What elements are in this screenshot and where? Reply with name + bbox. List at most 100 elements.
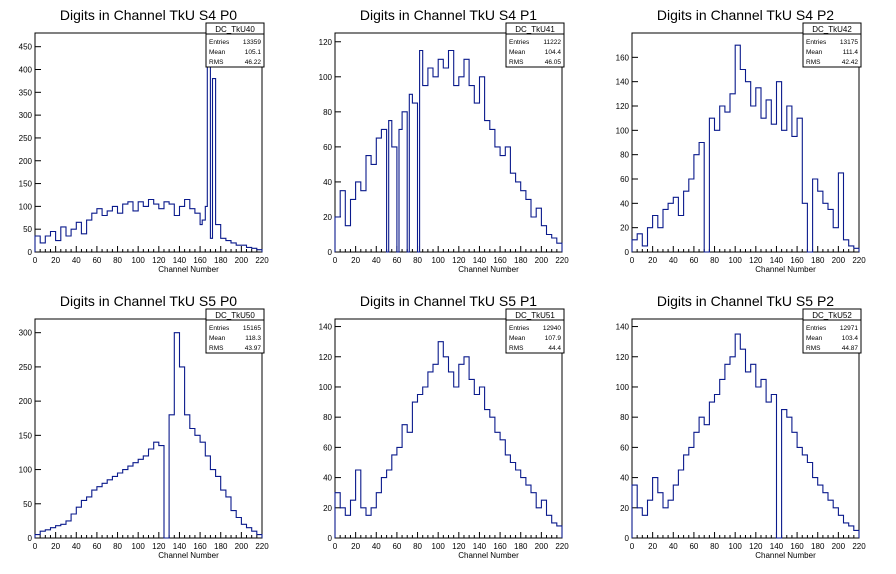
y-tick-label: 40 (620, 474, 629, 483)
y-tick-label: 200 (19, 157, 33, 166)
y-tick-label: 40 (323, 178, 332, 187)
stats-box-frame (505, 22, 565, 68)
y-tick-label: 120 (319, 353, 333, 362)
stats-mean-value: 107.9 (545, 335, 562, 342)
x-tick-label: 60 (392, 542, 401, 551)
x-tick-label: 160 (193, 542, 207, 551)
y-tick-label: 20 (620, 224, 629, 233)
x-tick-label: 180 (811, 256, 825, 265)
stats-entries-value: 13175 (840, 39, 858, 46)
y-tick-label: 80 (620, 151, 629, 160)
y-tick-label: 60 (323, 443, 332, 452)
x-tick-label: 180 (214, 542, 228, 551)
chart-title: Digits in Channel TkU S5 P2 (657, 293, 834, 309)
stats-mean-value: 105.1 (245, 49, 262, 56)
y-tick-label: 0 (28, 534, 33, 543)
x-tick-label: 100 (132, 256, 146, 265)
x-tick-label: 220 (255, 256, 269, 265)
stats-mean-label: Mean (806, 49, 823, 56)
x-tick-label: 180 (811, 542, 825, 551)
chart-panel-3: Digits in Channel TkU S4 P2 0 20 40 60 80 100 1… (616, 7, 867, 274)
x-tick-label: 20 (351, 256, 360, 265)
x-tick-label: 40 (72, 256, 81, 265)
x-tick-label: 80 (710, 542, 719, 551)
stats-name: DC_TkU51 (515, 311, 555, 320)
y-tick-label: 100 (19, 466, 33, 475)
x-tick-label: 0 (333, 542, 338, 551)
y-tick-label: 0 (28, 248, 33, 257)
x-tick-label: 200 (832, 542, 846, 551)
x-tick-label: 200 (535, 542, 549, 551)
histogram-series (34, 41, 263, 252)
x-tick-label: 180 (514, 542, 528, 551)
stats-box-frame (205, 308, 265, 354)
x-tick-label: 60 (689, 256, 698, 265)
y-tick-label: 140 (616, 323, 630, 332)
stats-entries-label: Entries (806, 325, 827, 332)
stats-entries-label: Entries (209, 39, 230, 46)
x-tick-label: 0 (33, 542, 38, 551)
y-tick-label: 40 (620, 199, 629, 208)
y-tick-label: 150 (19, 180, 33, 189)
x-axis-label: Channel Number (458, 551, 519, 560)
x-tick-label: 100 (729, 542, 743, 551)
x-tick-label: 120 (749, 256, 763, 265)
x-tick-label: 120 (152, 542, 166, 551)
chart-title: Digits in Channel TkU S4 P2 (657, 7, 834, 23)
x-tick-label: 160 (193, 256, 207, 265)
stats-mean-label: Mean (509, 335, 526, 342)
stats-box-frame (802, 308, 862, 354)
y-tick-label: 140 (319, 323, 333, 332)
y-tick-label: 80 (620, 413, 629, 422)
y-tick-label: 200 (19, 397, 33, 406)
stats-box: DC_TkU51 Entries 12940 Mean 107.9 RMS 44.4 (505, 308, 565, 354)
x-tick-label: 120 (152, 256, 166, 265)
y-tick-label: 350 (19, 88, 33, 97)
x-tick-label: 20 (351, 542, 360, 551)
x-tick-label: 200 (832, 256, 846, 265)
x-tick-label: 220 (852, 256, 866, 265)
x-tick-label: 160 (790, 256, 804, 265)
stats-name: DC_TkU41 (515, 25, 555, 34)
histogram-series (334, 341, 563, 538)
x-tick-label: 80 (710, 256, 719, 265)
x-tick-label: 120 (452, 542, 466, 551)
stats-box-frame (505, 308, 565, 354)
y-tick-label: 0 (625, 534, 630, 543)
x-tick-label: 220 (852, 542, 866, 551)
stats-mean-label: Mean (509, 49, 526, 56)
x-tick-label: 220 (255, 542, 269, 551)
y-tick-label: 60 (620, 443, 629, 452)
x-tick-label: 40 (72, 542, 81, 551)
x-axis-label: Channel Number (158, 551, 219, 560)
stats-entries-label: Entries (509, 39, 530, 46)
x-tick-label: 80 (113, 256, 122, 265)
chart-title: Digits in Channel TkU S4 P0 (60, 7, 237, 23)
stats-rms-value: 43.97 (245, 345, 262, 352)
y-tick-label: 0 (328, 248, 333, 257)
y-tick-label: 50 (23, 500, 32, 509)
x-tick-label: 140 (473, 256, 487, 265)
x-tick-label: 60 (92, 542, 101, 551)
histogram-series (34, 332, 263, 539)
stats-box-frame (802, 22, 862, 68)
y-tick-label: 80 (323, 108, 332, 117)
y-tick-label: 400 (19, 66, 33, 75)
y-tick-label: 80 (323, 413, 332, 422)
x-tick-label: 40 (669, 256, 678, 265)
y-tick-label: 140 (616, 78, 630, 87)
chart-title: Digits in Channel TkU S5 P0 (60, 293, 237, 309)
stats-box: DC_TkU40 Entries 13359 Mean 105.1 RMS 46.22 (205, 22, 265, 68)
chart-title: Digits in Channel TkU S4 P1 (360, 7, 537, 23)
y-tick-label: 0 (328, 534, 333, 543)
stats-box: DC_TkU52 Entries 12971 Mean 103.4 RMS 44.87 (802, 308, 862, 354)
stats-name: DC_TkU40 (215, 25, 255, 34)
stats-mean-value: 118.3 (245, 335, 261, 342)
stats-mean-value: 104.4 (545, 49, 562, 56)
x-tick-label: 100 (729, 256, 743, 265)
x-tick-label: 0 (630, 542, 635, 551)
y-tick-label: 20 (620, 504, 629, 513)
x-axis-label: Channel Number (158, 265, 219, 274)
chart-panel-1: Digits in Channel TkU S4 P0 0 20 40 60 80 100 1… (19, 7, 270, 274)
y-tick-label: 100 (616, 383, 630, 392)
